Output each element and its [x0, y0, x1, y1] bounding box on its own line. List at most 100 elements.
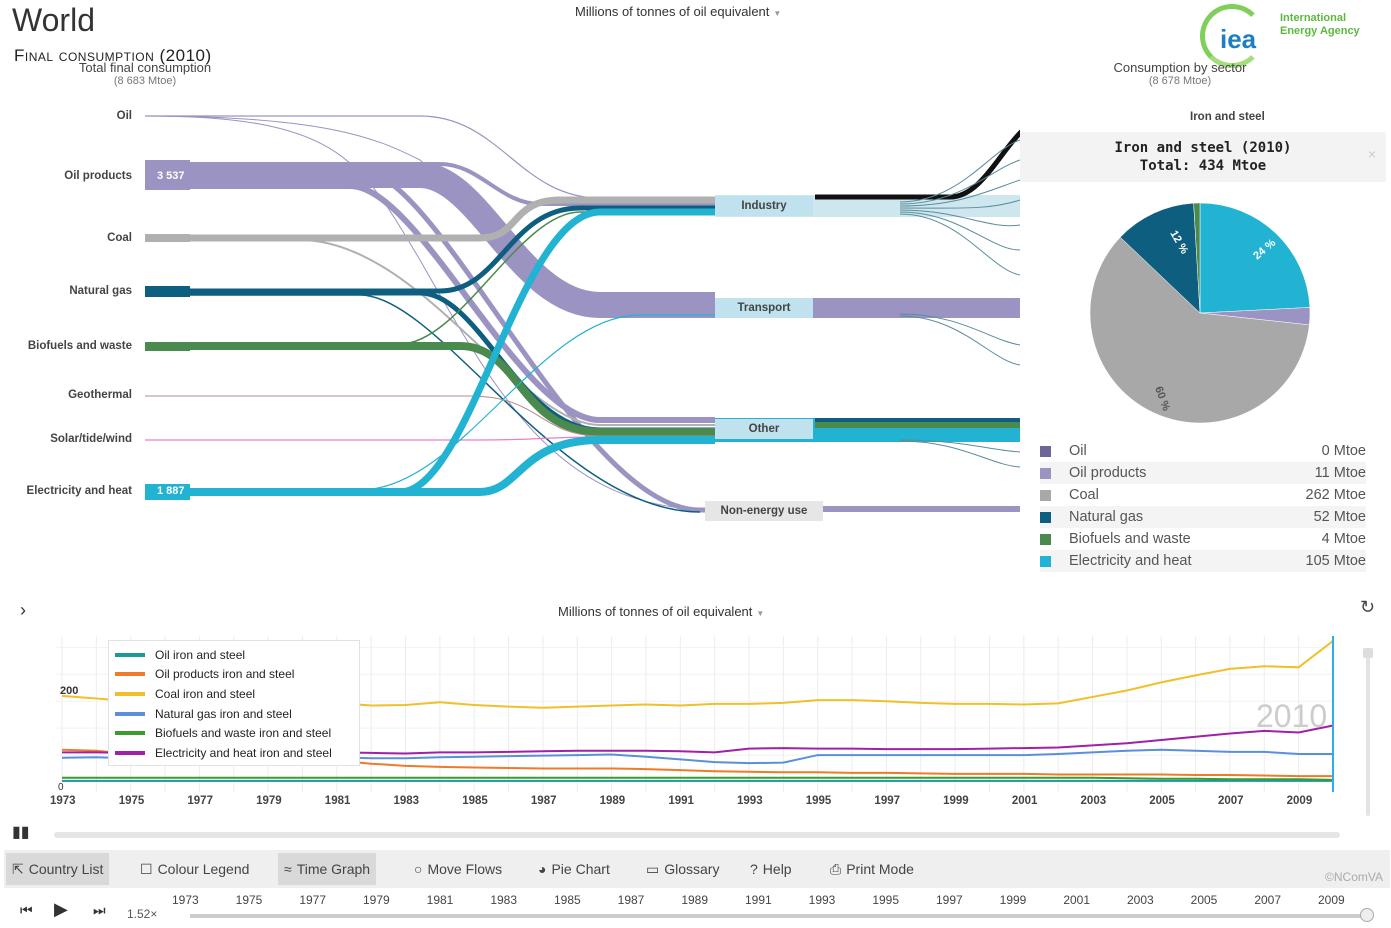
source-label-solar[interactable]: Solar/tide/wind [50, 433, 132, 445]
source-label-electricity[interactable]: Electricity and heat [26, 485, 132, 497]
legend-swatch [1040, 533, 1051, 545]
legend-item[interactable]: Biofuels and waste iron and steel [115, 723, 359, 743]
source-bar-oilproducts [145, 160, 190, 190]
sector-label-non-energy[interactable]: Non-energy use [705, 501, 823, 521]
flow-gas-nonenergy [145, 294, 701, 513]
x-tick-label: 2005 [1149, 795, 1175, 807]
source-value-oil-products: 3 537 [157, 170, 185, 182]
legend-swatch [1040, 555, 1051, 567]
timeline-year-label[interactable]: 1985 [554, 893, 581, 907]
legend-item[interactable]: Natural gas iron and steel [115, 704, 359, 724]
sector-label-industry[interactable]: Industry [715, 196, 813, 216]
close-icon[interactable]: × [1367, 146, 1376, 162]
toolbar: ⇱ Country List ☐ Colour Legend ≈ Time Graph… [4, 850, 1390, 888]
x-tick-label: 1985 [462, 795, 488, 807]
x-tick-label: 1993 [737, 795, 763, 807]
unit-selector[interactable]: Millions of tonnes of oil equivalent ▼ [575, 4, 781, 19]
timeline-track[interactable] [190, 914, 1362, 918]
flow-elec-other [145, 436, 715, 496]
move-flows-button[interactable]: ○ Move Flows [414, 861, 503, 877]
x-tick-label: 2003 [1080, 795, 1107, 807]
timeline-year-label[interactable]: 1987 [617, 893, 645, 907]
source-label-natural-gas[interactable]: Natural gas [69, 285, 132, 297]
source-label-oil[interactable]: Oil [116, 110, 132, 122]
source-bar-bio [145, 342, 190, 351]
timeline-year-label[interactable]: 1975 [235, 893, 263, 907]
timeline-year-label[interactable]: 1999 [999, 893, 1027, 907]
pie-slice-electricity-and-heat [1199, 202, 1311, 314]
source-label-coal[interactable]: Coal [107, 232, 132, 244]
sector-label-other[interactable]: Other [715, 419, 813, 439]
skip-back-icon[interactable]: ⏮ [20, 902, 33, 918]
vertical-scroll-handle[interactable] [1363, 648, 1373, 658]
vertical-scrollbar[interactable] [1366, 650, 1370, 816]
legend-item[interactable]: Coal iron and steel [115, 684, 359, 704]
bar-chart-icon[interactable]: ▮▮ [12, 824, 30, 841]
sector-label-transport[interactable]: Transport [715, 298, 813, 318]
time-graph-button[interactable]: ≈ Time Graph [278, 853, 377, 885]
legend-item[interactable]: Oil products iron and steel [115, 665, 359, 685]
timeline-year-label[interactable]: 1991 [745, 893, 772, 907]
legend-line [115, 691, 145, 696]
timeline-year-label[interactable]: 1997 [936, 893, 963, 907]
timeline-year-label[interactable]: 2001 [1063, 893, 1091, 907]
sub-sector-label-iron-steel[interactable]: Iron and steel [1190, 111, 1265, 123]
timeline-year-label[interactable]: 1995 [872, 893, 900, 907]
colour-legend-button[interactable]: ☐ Colour Legend [140, 861, 250, 877]
x-tick-label: 1989 [599, 795, 626, 807]
print-mode-button[interactable]: ⎙ Print Mode [830, 861, 914, 877]
flow-coal-industry [145, 196, 715, 242]
timeline-year-label[interactable]: 1983 [490, 893, 518, 907]
legend-item[interactable]: Electricity and heat iron and steel [115, 743, 359, 763]
x-tick-label: 1999 [943, 795, 969, 807]
timeline-year-label[interactable]: 1993 [808, 893, 836, 907]
x-tick-label: 2007 [1217, 795, 1244, 807]
timeline-year-label[interactable]: 1979 [363, 893, 390, 907]
flow-oilproducts-nonenergy [145, 167, 715, 513]
flow-industry-sub [899, 213, 1020, 276]
legend-swatch [1040, 511, 1051, 523]
playback-speed[interactable]: 1.52× [127, 907, 158, 921]
timeline-year-label[interactable]: 2003 [1127, 893, 1154, 907]
horizontal-range-slider[interactable] [54, 832, 1340, 838]
unit-selector-label: Millions of tonnes of oil equivalent [575, 4, 770, 19]
pie-chart[interactable]: 12 % 24 % 60 % [1085, 198, 1315, 428]
sankey-left-header: Total final consumption (8 683 Mtoe) [60, 60, 230, 87]
chevron-right-icon[interactable]: › [20, 600, 26, 620]
source-label-geothermal[interactable]: Geothermal [68, 389, 132, 401]
timeline-year-label[interactable]: 1973 [172, 893, 199, 907]
x-tick-label: 1983 [393, 795, 420, 807]
legend-item[interactable]: Oil iron and steel [115, 645, 359, 665]
timeline-year-label[interactable]: 1981 [426, 893, 454, 907]
timeline-year-label[interactable]: 1977 [299, 893, 327, 907]
pie-legend: Oil 0 Mtoe Oil products 11 Mtoe Coal 262 Mt… [1040, 440, 1366, 572]
skip-forward-icon[interactable]: ⏭ [93, 902, 106, 918]
y-tick-0: 0 [58, 782, 64, 793]
timeline-year-label[interactable]: 2007 [1254, 893, 1282, 907]
pie-legend-row: Natural gas 52 Mtoe [1040, 506, 1366, 528]
x-tick-label: 2009 [1286, 795, 1313, 807]
help-button[interactable]: ? Help [750, 861, 792, 877]
source-label-biofuels[interactable]: Biofuels and waste [27, 340, 132, 352]
timeline-year-label[interactable]: 1989 [681, 893, 709, 907]
country-list-button[interactable]: ⇱ Country List [6, 853, 110, 885]
time-graph-unit-label: Millions of tonnes of oil equivalent [558, 604, 753, 619]
flow-oil-nonenergy [144, 115, 716, 511]
flow-transport-sub [899, 313, 1020, 346]
pie-chart-button[interactable]: ◕ Pie Chart [538, 861, 610, 877]
glossary-button[interactable]: ▭ Glossary [646, 861, 720, 877]
timeline-year-label[interactable]: 2005 [1190, 893, 1218, 907]
x-tick-label: 1987 [530, 795, 557, 807]
refresh-icon[interactable]: ↻ [1360, 597, 1376, 617]
sankey-diagram[interactable] [0, 100, 1020, 530]
timeline-year-label[interactable]: 2009 [1318, 893, 1345, 907]
page-subtitle: Final consumption (2010) [14, 46, 212, 65]
timeline-handle[interactable] [1360, 908, 1374, 922]
play-icon[interactable]: ▶ [54, 899, 68, 919]
pie-legend-row: Electricity and heat 105 Mtoe [1040, 550, 1366, 572]
time-graph-unit-selector[interactable]: Millions of tonnes of oil equivalent ▼ [558, 604, 764, 619]
page-title: World [12, 2, 95, 38]
source-label-oil-products[interactable]: Oil products [64, 170, 132, 182]
question-icon: ? [750, 861, 758, 877]
sector-bar-nonenergy [715, 506, 1020, 512]
